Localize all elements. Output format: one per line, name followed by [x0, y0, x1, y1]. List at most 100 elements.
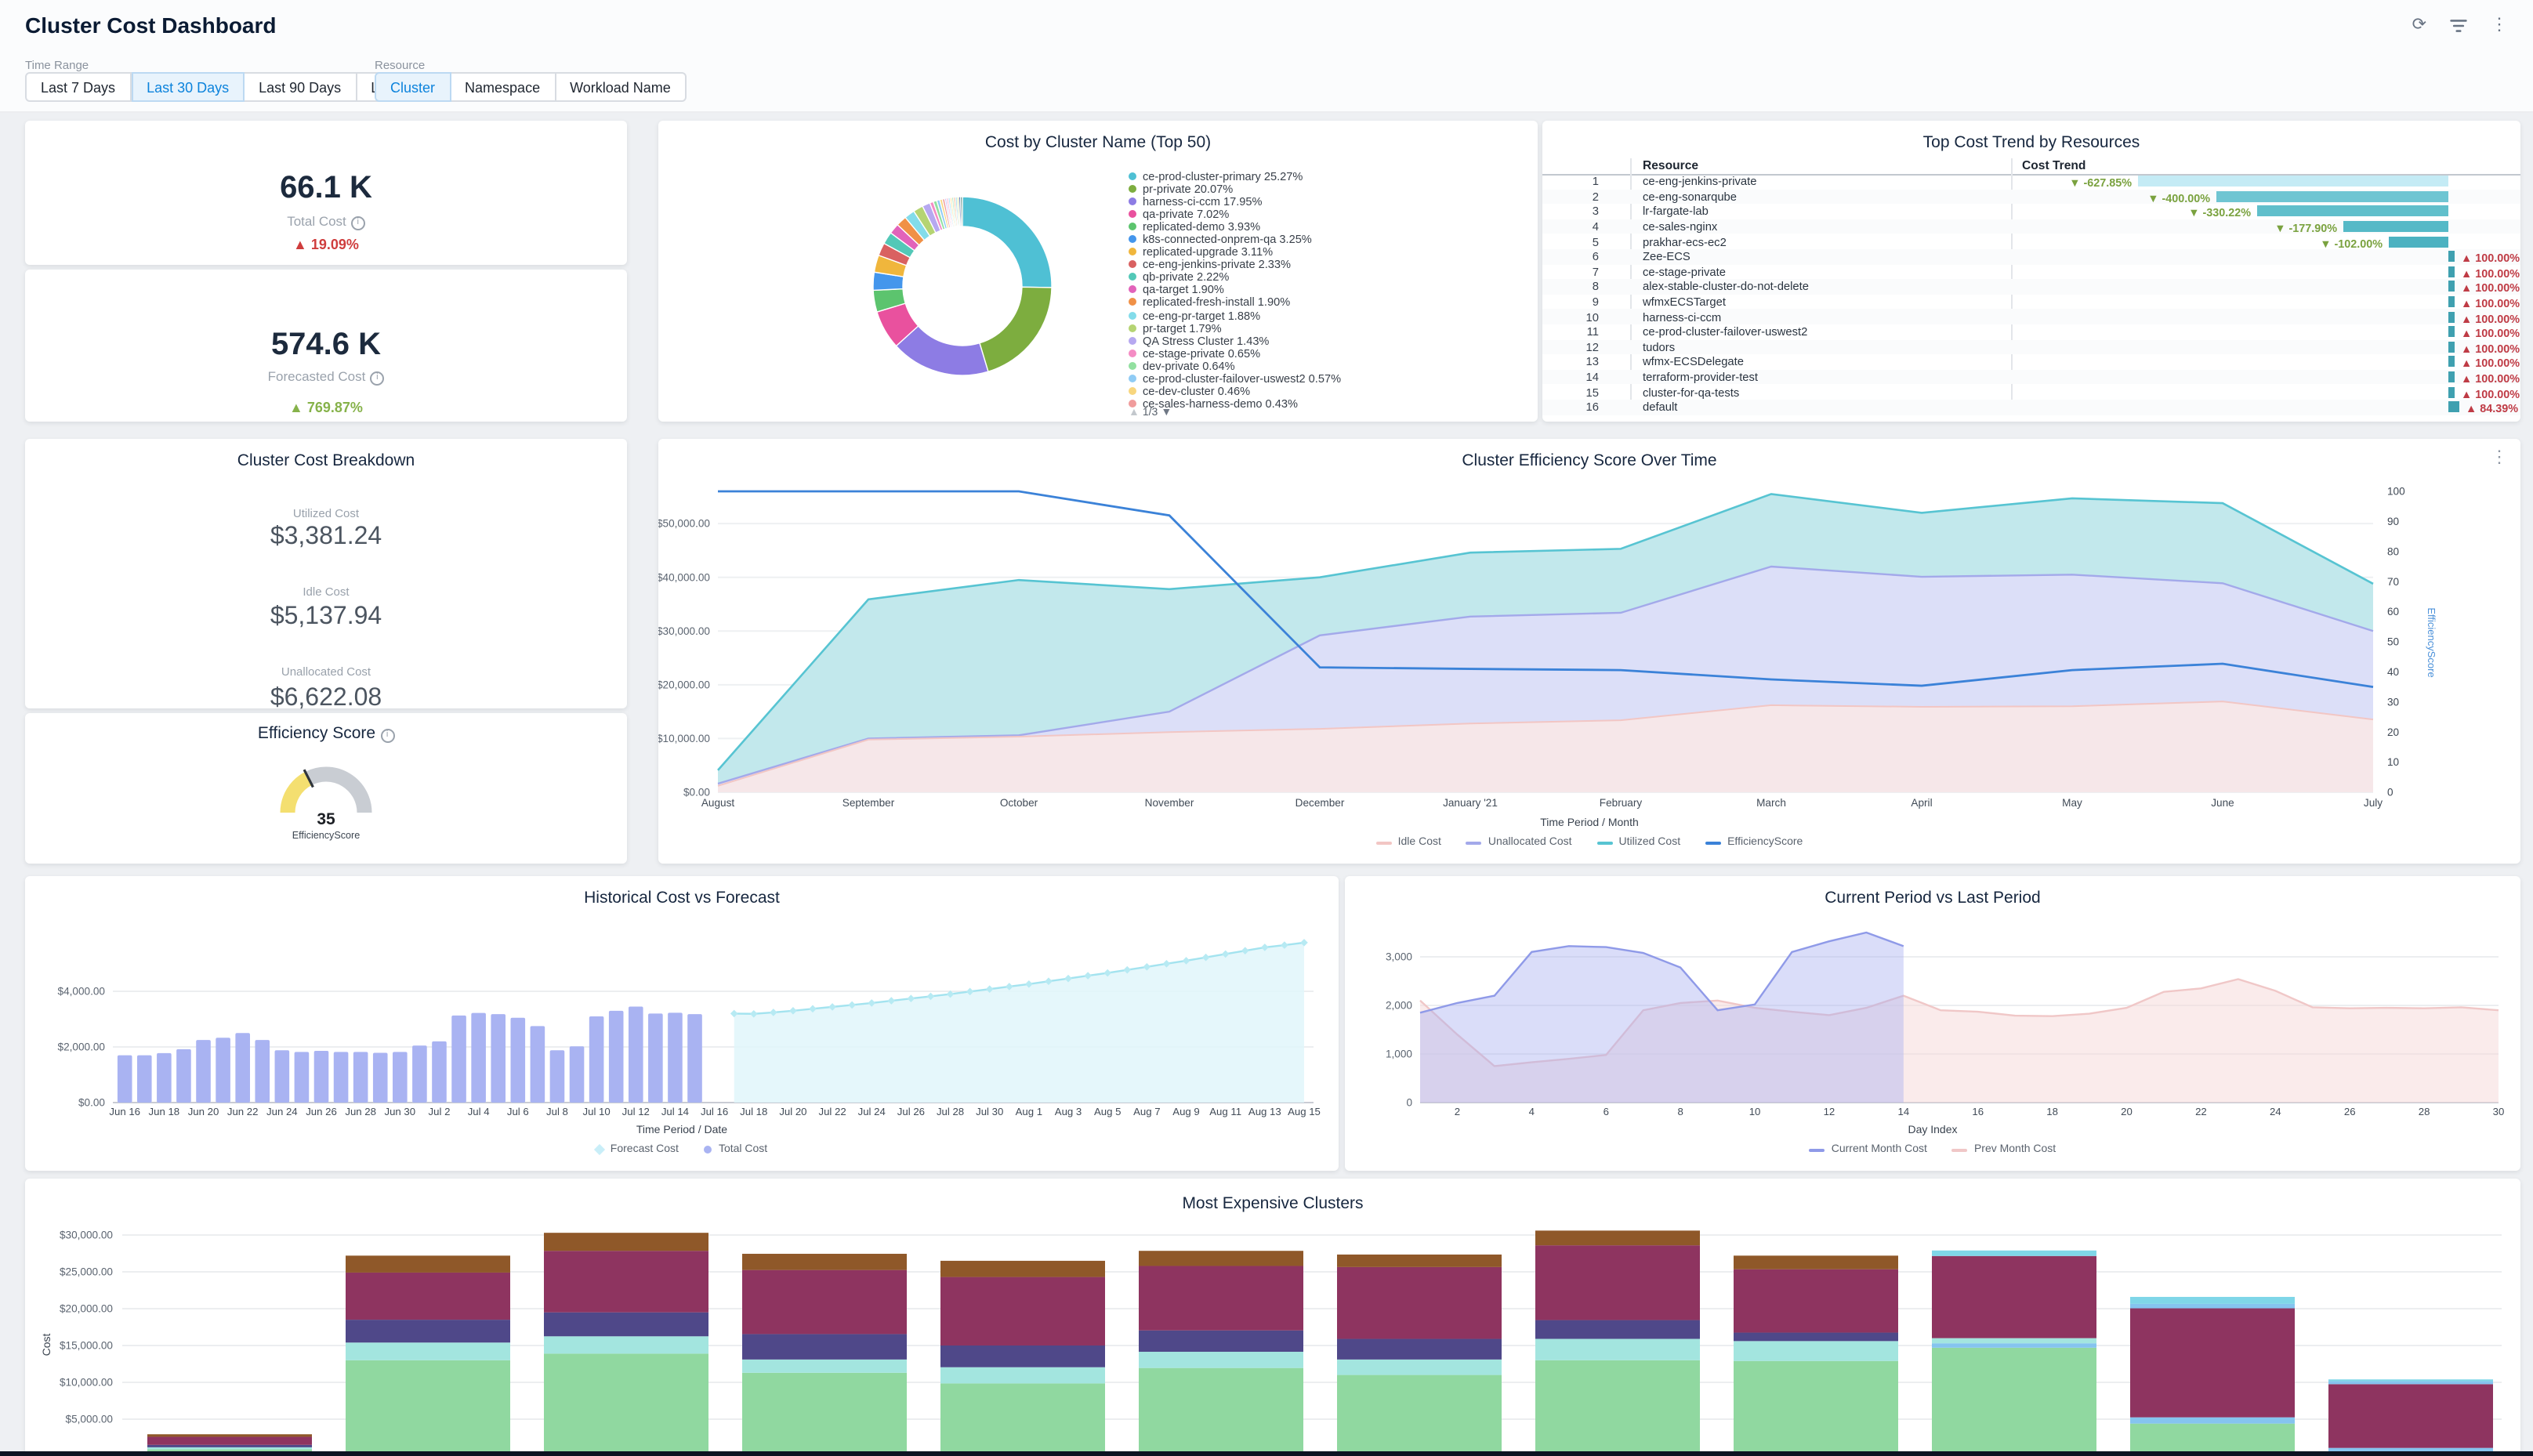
- time-range-option-last-90-days[interactable]: Last 90 Days: [245, 72, 357, 102]
- table-row[interactable]: 10 harness-ci-ccm ▲ 100.00%: [1542, 309, 2520, 325]
- svg-text:$25,000.00: $25,000.00: [60, 1266, 113, 1278]
- table-row[interactable]: 16 default ▲ 84.39%: [1542, 400, 2520, 415]
- legend-item[interactable]: ce-prod-cluster-failover-uswest2 0.57%: [1129, 371, 1341, 386]
- row-rank: 12: [1585, 339, 1599, 354]
- row-rank: 7: [1592, 264, 1599, 279]
- svg-text:28: 28: [2419, 1106, 2430, 1117]
- legend-dot-icon: [1129, 375, 1136, 383]
- legend-item[interactable]: qb-private 2.22%: [1129, 270, 1341, 284]
- legend-item[interactable]: qa-private 7.02%: [1129, 207, 1341, 221]
- legend-label: replicated-fresh-install 1.90%: [1143, 295, 1291, 310]
- legend-item[interactable]: Idle Cost: [1375, 837, 1441, 848]
- legend-item[interactable]: ce-eng-pr-target 1.88%: [1129, 308, 1341, 322]
- svg-text:0: 0: [2387, 787, 2393, 799]
- svg-text:22: 22: [2195, 1106, 2207, 1117]
- table-row[interactable]: 12 tudors ▲ 100.00%: [1542, 339, 2520, 356]
- table-row[interactable]: 9 wfmxECSTarget ▲ 100.00%: [1542, 295, 2520, 310]
- row-resource: ce-eng-sonarqube: [1643, 189, 1737, 204]
- legend-item[interactable]: ce-sales-harness-demo 0.43%: [1129, 397, 1341, 411]
- legend-item[interactable]: harness-ci-ccm 17.95%: [1129, 194, 1341, 208]
- table-row[interactable]: 15 cluster-for-qa-tests ▲ 100.00%: [1542, 385, 2520, 400]
- total-cost-value: 66.1 K: [280, 171, 372, 205]
- legend-dot-icon: [1129, 184, 1136, 193]
- svg-text:Jun 22: Jun 22: [227, 1106, 259, 1117]
- cost-by-cluster-donut-chart[interactable]: [721, 121, 1191, 422]
- row-rank: 8: [1592, 279, 1599, 294]
- legend-label: ce-stage-private 0.65%: [1143, 346, 1261, 360]
- svg-text:$0.00: $0.00: [78, 1097, 105, 1109]
- table-row[interactable]: 8 alex-stable-cluster-do-not-delete ▲ 100.…: [1542, 279, 2520, 295]
- legend-item[interactable]: Total Cost: [703, 1144, 767, 1155]
- breakdown-value: $6,622.08: [270, 684, 382, 711]
- trend-bar: [2448, 281, 2455, 292]
- table-row[interactable]: 5 prakhar-ecs-ec2 ▼ -102.00%: [1542, 234, 2520, 250]
- legend-item[interactable]: dev-private 0.64%: [1129, 359, 1341, 373]
- resource-option-cluster[interactable]: Cluster: [375, 72, 451, 102]
- legend-label: Unallocated Cost: [1488, 837, 1572, 848]
- time-range-option-last-30-days[interactable]: Last 30 Days: [131, 72, 245, 102]
- svg-text:30: 30: [2493, 1106, 2505, 1117]
- legend-item[interactable]: pr-target 1.79%: [1129, 321, 1341, 335]
- time-range-option-last-7-days[interactable]: Last 7 Days: [25, 72, 132, 102]
- up-triangle-icon: ▲: [289, 400, 307, 415]
- legend-item[interactable]: EfficiencyScore: [1705, 837, 1803, 848]
- legend-label: ce-prod-cluster-primary 25.27%: [1143, 168, 1303, 183]
- resource-option-workload-name[interactable]: Workload Name: [556, 72, 687, 102]
- legend-item[interactable]: ce-stage-private 0.65%: [1129, 346, 1341, 360]
- legend-item[interactable]: Utilized Cost: [1596, 837, 1681, 848]
- legend-item[interactable]: ce-eng-jenkins-private 2.33%: [1129, 257, 1341, 271]
- info-icon[interactable]: i: [380, 729, 395, 743]
- table-row[interactable]: 7 ce-stage-private ▲ 100.00%: [1542, 264, 2520, 281]
- legend-item[interactable]: k8s-connected-onprem-qa 3.25%: [1129, 232, 1341, 246]
- legend-item[interactable]: QA Stress Cluster 1.43%: [1129, 333, 1341, 348]
- filter-icon[interactable]: [2450, 18, 2467, 32]
- svg-text:Aug 9: Aug 9: [1172, 1106, 1199, 1117]
- svg-text:18: 18: [2046, 1106, 2058, 1117]
- table-row[interactable]: 3 lr-fargate-lab ▼ -330.22%: [1542, 204, 2520, 220]
- svg-text:Aug 11: Aug 11: [1209, 1106, 1241, 1117]
- legend-item[interactable]: Prev Month Cost: [1951, 1144, 2056, 1155]
- legend-label: Current Month Cost: [1831, 1144, 1927, 1155]
- table-row[interactable]: 1 ce-eng-jenkins-private ▼ -627.85%: [1542, 174, 2520, 190]
- breakdown-label: Idle Cost: [303, 584, 350, 598]
- legend-item[interactable]: pr-private 20.07%: [1129, 181, 1341, 195]
- svg-text:Jul 8: Jul 8: [546, 1106, 568, 1117]
- table-row[interactable]: 2 ce-eng-sonarqube ▼ -400.00%: [1542, 189, 2520, 205]
- legend-item[interactable]: ce-prod-cluster-primary 25.27%: [1129, 168, 1341, 183]
- legend-label: Prev Month Cost: [1973, 1144, 2056, 1155]
- column-header-cost-trend: Cost Trend: [2022, 158, 2086, 172]
- svg-text:January '21: January '21: [1443, 797, 1498, 809]
- svg-text:$2,000.00: $2,000.00: [58, 1041, 106, 1053]
- kebab-menu-icon[interactable]: ⋮: [2491, 16, 2508, 34]
- period-xaxis-label: Day Index: [1908, 1125, 1958, 1136]
- table-row[interactable]: 11 ce-prod-cluster-failover-uswest2 ▲ 100.…: [1542, 324, 2520, 341]
- table-row[interactable]: 13 wfmx-ECSDelegate ▲ 100.00%: [1542, 354, 2520, 371]
- legend-item[interactable]: ce-dev-cluster 0.46%: [1129, 384, 1341, 398]
- legend-item[interactable]: Unallocated Cost: [1466, 837, 1572, 848]
- svg-text:16: 16: [1972, 1106, 1984, 1117]
- historical-forecast-chart[interactable]: $0.00 $2,000.00 $4,000.00 Jun 16 Jun 18 Jun 2…: [25, 876, 1339, 1127]
- table-row[interactable]: 6 Zee-ECS ▲ 100.00%: [1542, 249, 2520, 265]
- legend-item[interactable]: Current Month Cost: [1809, 1144, 1927, 1155]
- legend-label: QA Stress Cluster 1.43%: [1143, 333, 1270, 348]
- expensive-clusters-panel: Most Expensive Clusters $5,000.00 $10,000…: [25, 1179, 2520, 1456]
- legend-item[interactable]: Forecast Cost: [594, 1143, 679, 1156]
- info-icon[interactable]: i: [370, 371, 385, 386]
- legend-item[interactable]: qa-target 1.90%: [1129, 283, 1341, 297]
- legend-label: Utilized Cost: [1618, 837, 1681, 848]
- table-row[interactable]: 4 ce-sales-nginx ▼ -177.90%: [1542, 219, 2520, 235]
- page-up-icon[interactable]: ▲: [1129, 407, 1140, 418]
- expensive-clusters-chart[interactable]: $5,000.00 $10,000.00 $15,000.00 $20,000.00 $…: [25, 1179, 2520, 1456]
- page-down-icon[interactable]: ▼: [1161, 407, 1172, 418]
- panel-menu-icon[interactable]: ⋮: [2491, 448, 2508, 467]
- info-icon[interactable]: i: [350, 216, 365, 230]
- efficiency-over-time-chart[interactable]: $0.00 $10,000.00 $20,000.00 $30,000.00 $40,0…: [658, 439, 2520, 834]
- table-row[interactable]: 14 terraform-provider-test ▲ 100.00%: [1542, 369, 2520, 386]
- legend-item[interactable]: replicated-upgrade 3.11%: [1129, 244, 1341, 259]
- legend-item[interactable]: replicated-demo 3.93%: [1129, 219, 1341, 234]
- refresh-icon[interactable]: ⟳: [2412, 16, 2426, 34]
- legend-item[interactable]: replicated-fresh-install 1.90%: [1129, 295, 1341, 310]
- resource-option-namespace[interactable]: Namespace: [451, 72, 556, 102]
- row-resource: harness-ci-ccm: [1643, 310, 1722, 324]
